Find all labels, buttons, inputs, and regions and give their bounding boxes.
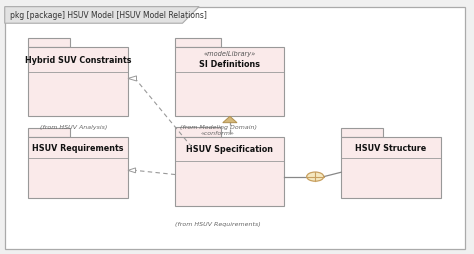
FancyBboxPatch shape [28,129,70,137]
FancyBboxPatch shape [28,48,128,117]
FancyBboxPatch shape [175,39,221,48]
FancyBboxPatch shape [175,137,284,206]
FancyBboxPatch shape [5,8,465,249]
FancyBboxPatch shape [28,39,70,48]
Polygon shape [5,8,199,24]
Polygon shape [128,77,137,82]
Text: pkg [package] HSUV Model [HSUV Model Relations]: pkg [package] HSUV Model [HSUV Model Rel… [10,11,207,20]
Text: SI Definitions: SI Definitions [200,60,260,69]
FancyBboxPatch shape [341,137,441,198]
Polygon shape [128,168,136,173]
FancyBboxPatch shape [175,128,221,137]
Text: (from HSUV Requirements): (from HSUV Requirements) [175,221,261,226]
Text: «modelLibrary»: «modelLibrary» [204,51,256,57]
Text: HSUV Specification: HSUV Specification [186,145,273,154]
Text: Hybrid SUV Constraints: Hybrid SUV Constraints [25,56,131,65]
Circle shape [307,172,324,182]
Text: HSUV Requirements: HSUV Requirements [32,143,124,152]
FancyBboxPatch shape [175,48,284,117]
Text: (from HSUV Analysis): (from HSUV Analysis) [40,124,107,130]
Text: «conform»: «conform» [201,131,235,136]
FancyBboxPatch shape [341,129,383,137]
Text: (from Modeling Domain): (from Modeling Domain) [180,124,256,130]
Text: HSUV Structure: HSUV Structure [356,143,427,152]
FancyBboxPatch shape [28,137,128,198]
Polygon shape [223,117,237,123]
